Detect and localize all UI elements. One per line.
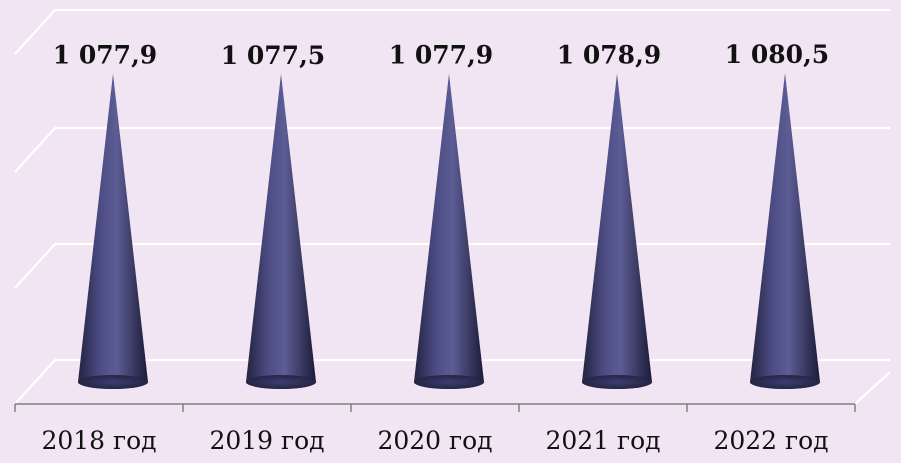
cone-base — [414, 375, 484, 389]
cone-body — [582, 73, 652, 389]
x-tick-label: 2020 год — [377, 426, 492, 455]
cone-body — [750, 73, 820, 389]
cone-base — [750, 375, 820, 389]
cone-body — [414, 73, 484, 390]
cone-layer — [78, 73, 820, 390]
x-axis — [14, 403, 856, 412]
gridline-depth — [14, 9, 56, 55]
gridline-depth — [14, 243, 56, 289]
cone-bar — [750, 73, 820, 389]
cone-base — [246, 375, 316, 389]
cone-base — [78, 375, 148, 389]
x-tick-label: 2019 год — [209, 426, 324, 455]
data-label: 1 080,5 — [725, 40, 829, 69]
gridline-depth — [14, 359, 56, 405]
cone-body — [246, 73, 316, 389]
data-label: 1 077,9 — [53, 41, 157, 70]
cone-bar — [78, 73, 148, 390]
data-label: 1 078,9 — [557, 40, 661, 69]
cone-base — [582, 375, 652, 389]
gridline-depth — [14, 127, 56, 173]
cone-bar — [414, 73, 484, 390]
x-tick-label: 2022 год — [713, 426, 828, 455]
data-label: 1 077,9 — [389, 41, 493, 70]
data-label: 1 077,5 — [221, 41, 325, 70]
floor-edge — [854, 371, 891, 405]
label-layer: 1 077,9 2018 год 1 077,5 2019 год 1 077,9 202… — [41, 40, 829, 455]
x-tick-label: 2018 год — [41, 426, 156, 455]
cone-body — [78, 73, 148, 390]
cone-bar — [582, 73, 652, 389]
cone-bar — [246, 73, 316, 389]
x-tick-label: 2021 год — [545, 426, 660, 455]
